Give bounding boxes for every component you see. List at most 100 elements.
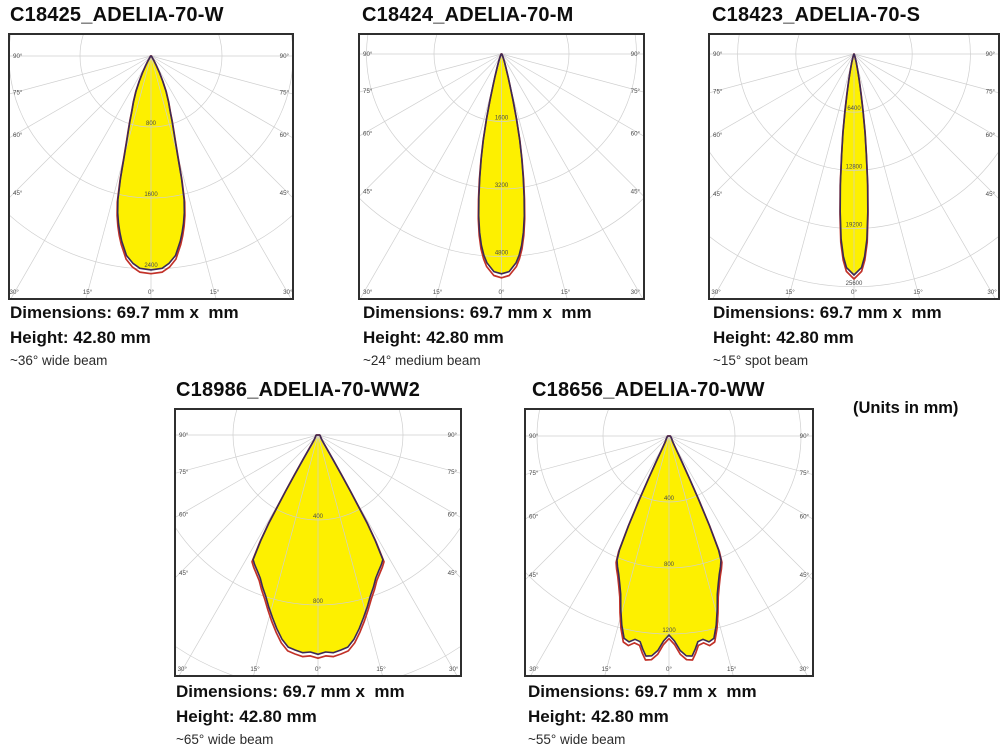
svg-text:30°: 30°: [178, 666, 188, 673]
polar-plot-adelia-70-s: 6400 12800 19200 25600 0° 15° 15° 30° 30° 45° 45° 6…: [708, 33, 1000, 300]
svg-text:75°: 75°: [986, 89, 996, 96]
svg-text:60°: 60°: [631, 130, 641, 137]
svg-text:90°: 90°: [448, 432, 458, 439]
svg-text:30°: 30°: [10, 289, 19, 296]
svg-text:0°: 0°: [148, 289, 154, 296]
svg-text:75°: 75°: [800, 470, 810, 477]
plot-title-adelia-70-m: C18424_ADELIA-70-M: [362, 4, 574, 26]
svg-text:4800: 4800: [495, 251, 509, 257]
svg-text:30°: 30°: [529, 666, 539, 673]
svg-text:1600: 1600: [495, 116, 509, 122]
svg-text:800: 800: [313, 599, 324, 605]
svg-text:400: 400: [664, 496, 675, 502]
svg-text:30°: 30°: [631, 289, 641, 296]
svg-text:45°: 45°: [986, 191, 996, 198]
dimensions-text: Dimensions: 69.7 mm x mm: [10, 303, 239, 322]
dimensions-text: Dimensions: 69.7 mm x mm: [713, 303, 942, 322]
svg-text:75°: 75°: [280, 90, 290, 97]
svg-text:60°: 60°: [179, 512, 189, 519]
height-text: Height: 42.80 mm: [10, 328, 151, 347]
polar-plot-adelia-70-ww2: 400 800 0° 15° 15° 30° 30° 45° 45° 60° 60° 75° 75° 90…: [174, 408, 462, 677]
svg-text:90°: 90°: [713, 51, 723, 58]
svg-text:30°: 30°: [449, 666, 459, 673]
beam-angle-text: ~65° wide beam: [176, 732, 274, 747]
beam-angle-text: ~36° wide beam: [10, 353, 108, 368]
plot-title-adelia-70-ww: C18656_ADELIA-70-WW: [532, 379, 765, 401]
svg-text:45°: 45°: [13, 190, 23, 197]
svg-text:90°: 90°: [986, 51, 996, 58]
svg-text:45°: 45°: [631, 189, 641, 196]
dimensions-text: Dimensions: 69.7 mm x mm: [176, 682, 405, 701]
svg-text:15°: 15°: [83, 289, 93, 296]
polar-plot-adelia-70-ww: 400 800 1200 0° 15° 15° 30° 30° 45° 45° 60° 60° 75° 7…: [524, 408, 814, 677]
svg-text:60°: 60°: [280, 132, 290, 139]
svg-text:800: 800: [664, 562, 675, 568]
svg-text:1600: 1600: [144, 192, 158, 198]
polar-plot-adelia-70-m: 1600 3200 4800 0° 15° 15° 30° 30° 45° 45° 60° 60° 75…: [358, 33, 645, 300]
beam-angle-text: ~55° wide beam: [528, 732, 626, 747]
svg-text:30°: 30°: [799, 666, 809, 673]
svg-text:3200: 3200: [495, 183, 509, 189]
svg-text:0°: 0°: [499, 289, 505, 296]
svg-text:75°: 75°: [713, 89, 723, 96]
svg-text:15°: 15°: [433, 289, 443, 296]
svg-text:75°: 75°: [13, 90, 23, 97]
svg-text:75°: 75°: [448, 469, 458, 476]
svg-text:0°: 0°: [666, 666, 672, 673]
svg-text:60°: 60°: [800, 513, 810, 520]
height-text: Height: 42.80 mm: [713, 328, 854, 347]
beam-angle-text: ~15° spot beam: [713, 353, 809, 368]
svg-text:2400: 2400: [144, 263, 158, 269]
svg-text:60°: 60°: [363, 130, 373, 137]
svg-text:90°: 90°: [529, 433, 539, 440]
height-text: Height: 42.80 mm: [363, 328, 504, 347]
svg-text:30°: 30°: [283, 289, 292, 296]
svg-text:400: 400: [313, 514, 324, 520]
svg-text:0°: 0°: [315, 666, 321, 673]
svg-text:0°: 0°: [851, 289, 857, 296]
svg-text:45°: 45°: [529, 572, 539, 579]
beam-angle-text: ~24° medium beam: [363, 353, 481, 368]
svg-text:75°: 75°: [179, 469, 189, 476]
svg-text:45°: 45°: [713, 191, 723, 198]
svg-text:30°: 30°: [711, 289, 721, 296]
polar-plot-adelia-70-w: 800 1600 2400 0° 15° 15° 30° 30° 45° 45° 60° 60° 75°…: [8, 33, 294, 300]
height-text: Height: 42.80 mm: [528, 707, 669, 726]
dimensions-text: Dimensions: 69.7 mm x mm: [363, 303, 592, 322]
dimensions-text: Dimensions: 69.7 mm x mm: [528, 682, 757, 701]
svg-text:75°: 75°: [631, 88, 641, 95]
svg-text:75°: 75°: [529, 470, 539, 477]
svg-text:15°: 15°: [210, 289, 220, 296]
caption-adelia-70-s: Dimensions: 69.7 mm x mm Height: 42.80 m…: [713, 300, 1000, 368]
svg-text:90°: 90°: [363, 51, 373, 58]
caption-adelia-70-ww: Dimensions: 69.7 mm x mm Height: 42.80 m…: [528, 679, 873, 747]
svg-text:90°: 90°: [280, 53, 290, 60]
height-text: Height: 42.80 mm: [176, 707, 317, 726]
plot-title-adelia-70-s: C18423_ADELIA-70-S: [712, 4, 921, 26]
svg-text:60°: 60°: [13, 132, 23, 139]
svg-text:1200: 1200: [662, 628, 676, 634]
svg-text:6400: 6400: [847, 106, 861, 112]
svg-text:75°: 75°: [363, 88, 373, 95]
svg-text:45°: 45°: [800, 572, 810, 579]
svg-text:15°: 15°: [727, 666, 737, 673]
svg-text:60°: 60°: [448, 512, 458, 519]
caption-adelia-70-m: Dimensions: 69.7 mm x mm Height: 42.80 m…: [363, 300, 708, 368]
svg-text:15°: 15°: [913, 289, 923, 296]
svg-text:45°: 45°: [363, 189, 373, 196]
svg-text:60°: 60°: [713, 132, 723, 139]
svg-text:45°: 45°: [280, 190, 290, 197]
svg-text:19200: 19200: [846, 223, 863, 229]
svg-text:45°: 45°: [179, 570, 189, 577]
svg-text:90°: 90°: [13, 53, 23, 60]
svg-text:15°: 15°: [561, 289, 571, 296]
caption-adelia-70-ww2: Dimensions: 69.7 mm x mm Height: 42.80 m…: [176, 679, 521, 747]
svg-text:15°: 15°: [602, 666, 612, 673]
svg-text:800: 800: [146, 121, 157, 127]
svg-text:30°: 30°: [987, 289, 997, 296]
svg-text:30°: 30°: [363, 289, 373, 296]
svg-text:90°: 90°: [800, 433, 810, 440]
svg-text:15°: 15°: [250, 666, 260, 673]
svg-text:45°: 45°: [448, 570, 458, 577]
